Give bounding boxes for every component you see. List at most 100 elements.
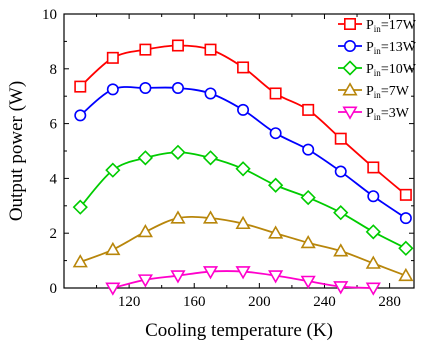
data-point (170, 144, 186, 161)
data-point (74, 80, 87, 93)
axis-ticks: 120 160 200 240 280 0 2 4 6 8 10 (42, 7, 414, 310)
legend-label-value: =13W (381, 40, 417, 55)
data-point (139, 81, 152, 94)
data-point (105, 282, 121, 296)
data-point (267, 177, 284, 193)
data-point (137, 150, 154, 166)
data-point (204, 43, 217, 56)
data-point (367, 161, 380, 174)
legend-label-value: =10W (381, 62, 417, 77)
data-point (137, 274, 153, 288)
legend-marker (343, 17, 356, 30)
legend-item: Pin=3W (338, 106, 410, 122)
data-point (235, 161, 251, 177)
data-point (365, 224, 381, 240)
data-point (74, 109, 87, 122)
legend-label-subscript: in (374, 90, 382, 100)
legend-item: Pin=7W (338, 82, 410, 100)
data-point (398, 267, 414, 282)
legend-item: Pin=17W (338, 17, 417, 34)
legend-label-main: P (366, 18, 374, 33)
legend-label: Pin=10W (366, 62, 417, 78)
series-1 (74, 81, 412, 225)
x-tick-label: 280 (378, 294, 401, 310)
legend-label: Pin=3W (366, 106, 410, 122)
data-point (333, 281, 349, 295)
y-tick-label: 8 (50, 62, 58, 78)
data-point (398, 240, 414, 256)
x-tick-label: 120 (118, 294, 141, 310)
data-point (302, 103, 315, 116)
legend-label-subscript: in (374, 112, 382, 122)
x-tick-label: 160 (183, 294, 206, 310)
legend-marker (342, 60, 358, 76)
data-point (333, 243, 349, 257)
x-tick-label: 200 (248, 294, 271, 310)
data-point (170, 210, 186, 224)
data-point (204, 87, 217, 100)
data-point (105, 162, 121, 178)
data-point (202, 150, 219, 166)
legend-label-value: =17W (381, 18, 417, 33)
legend-label-main: P (366, 62, 374, 77)
data-point (300, 234, 316, 249)
legend-marker (342, 106, 358, 120)
y-tick-label: 4 (50, 171, 58, 187)
data-point (106, 51, 119, 64)
data-point (268, 270, 284, 284)
legend-label-main: P (366, 40, 374, 55)
data-point (72, 254, 88, 268)
data-point (202, 266, 219, 280)
data-point (300, 189, 316, 206)
series-3 (72, 210, 414, 282)
x-axis-title: Cooling temperature (K) (145, 320, 333, 341)
data-point (137, 224, 153, 238)
data-point (300, 275, 316, 289)
legend-label: Pin=17W (366, 18, 417, 34)
legend-marker (342, 82, 358, 96)
data-point (106, 83, 119, 96)
legend-item: Pin=13W (338, 39, 417, 56)
series-2 (72, 144, 414, 256)
legend-label-subscript: in (374, 68, 382, 78)
legend-label: Pin=7W (366, 84, 410, 100)
data-point (202, 210, 219, 224)
y-tick-label: 6 (50, 117, 58, 133)
series-group (72, 39, 414, 296)
y-tick-label: 2 (50, 226, 58, 242)
data-point (399, 188, 412, 201)
data-point (367, 190, 380, 203)
legend-marker (343, 39, 356, 52)
data-point (333, 205, 349, 221)
data-point (72, 199, 88, 215)
data-point (171, 81, 184, 94)
data-point (237, 103, 250, 116)
data-point (269, 87, 282, 100)
legend-label-main: P (366, 84, 374, 99)
data-point (365, 255, 381, 269)
data-point (235, 215, 251, 230)
legend-label-value: =7W (381, 84, 410, 99)
legend-label: Pin=13W (366, 40, 417, 56)
data-point (334, 132, 347, 145)
y-tick-label: 10 (42, 7, 57, 23)
data-point (334, 165, 347, 178)
data-point (365, 282, 381, 296)
data-point (302, 143, 315, 156)
legend-item: Pin=10W (338, 60, 417, 78)
data-point (105, 241, 121, 256)
legend-label-main: P (366, 106, 374, 121)
series-4 (105, 266, 381, 296)
data-point (139, 43, 152, 56)
data-point (171, 39, 184, 52)
x-tick-label: 240 (313, 294, 336, 310)
y-axis-title: Output power (W) (6, 81, 27, 221)
y-tick-label: 0 (50, 281, 58, 297)
legend-label-value: =3W (381, 106, 410, 121)
data-point (170, 270, 186, 284)
data-point (268, 225, 284, 239)
series-0 (74, 39, 412, 201)
